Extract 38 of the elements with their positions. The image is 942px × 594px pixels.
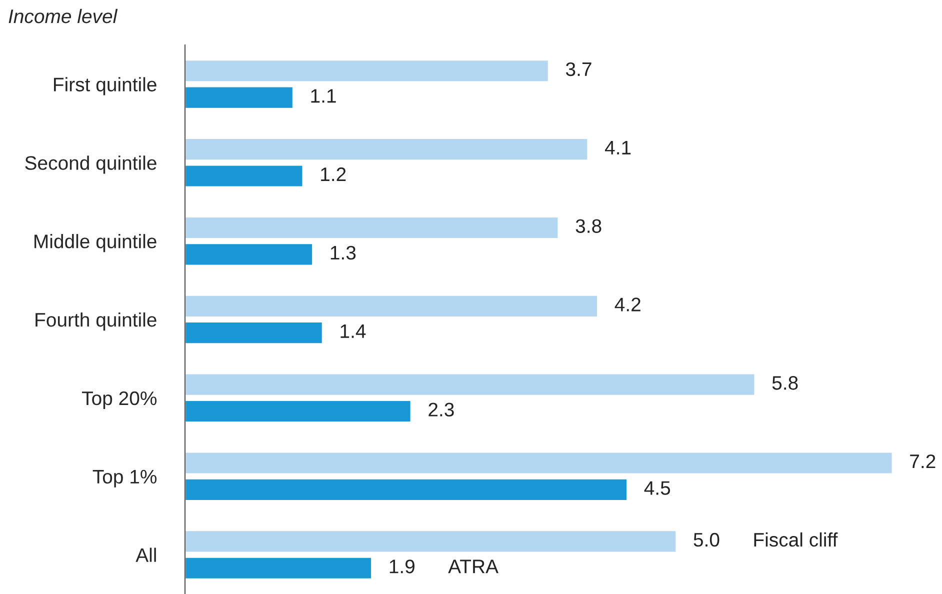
data-label: 4.2 bbox=[614, 298, 640, 312]
text: Fiscal cliff bbox=[754, 532, 838, 547]
bar bbox=[185, 86, 294, 110]
y-tick-label: Top 1% bbox=[92, 470, 157, 488]
bar bbox=[185, 400, 412, 423]
data-label: 5.0 bbox=[694, 532, 720, 547]
data-label: 2.3 bbox=[428, 402, 454, 416]
bar bbox=[185, 451, 894, 475]
data-label: 1.1 bbox=[311, 89, 336, 103]
y-axis-title: Income level bbox=[8, 8, 118, 24]
data-label: 3.7 bbox=[566, 62, 592, 76]
bar bbox=[185, 138, 589, 161]
text: ATRA bbox=[448, 560, 498, 574]
y-tick-label: Middle quintile bbox=[34, 234, 156, 252]
bar bbox=[185, 294, 598, 318]
data-label: 4.1 bbox=[604, 140, 631, 154]
data-label: 1.4 bbox=[340, 324, 366, 338]
data-label: 1.2 bbox=[321, 167, 346, 182]
y-tick-label: Fourth quintile bbox=[36, 312, 156, 331]
y-tick-label: First quintile bbox=[54, 77, 156, 96]
data-label: 5.8 bbox=[772, 376, 798, 390]
bar bbox=[185, 242, 314, 266]
bar bbox=[185, 478, 628, 502]
y-tick-label: All bbox=[136, 548, 156, 562]
bar bbox=[185, 59, 550, 83]
y-tick-label: Top 20% bbox=[82, 391, 157, 410]
bar bbox=[185, 372, 756, 396]
bar bbox=[185, 530, 677, 554]
data-label: 7.2 bbox=[910, 454, 936, 468]
y-tick-label: Second quintile bbox=[25, 156, 156, 174]
data-label: 3.8 bbox=[576, 219, 602, 233]
data-label: 1.3 bbox=[330, 246, 356, 260]
bar bbox=[185, 216, 560, 240]
bar bbox=[185, 556, 372, 580]
data-label: 4.5 bbox=[644, 481, 670, 495]
bar bbox=[185, 164, 304, 188]
bar bbox=[185, 321, 324, 345]
data-label: 1.9 bbox=[390, 560, 414, 574]
